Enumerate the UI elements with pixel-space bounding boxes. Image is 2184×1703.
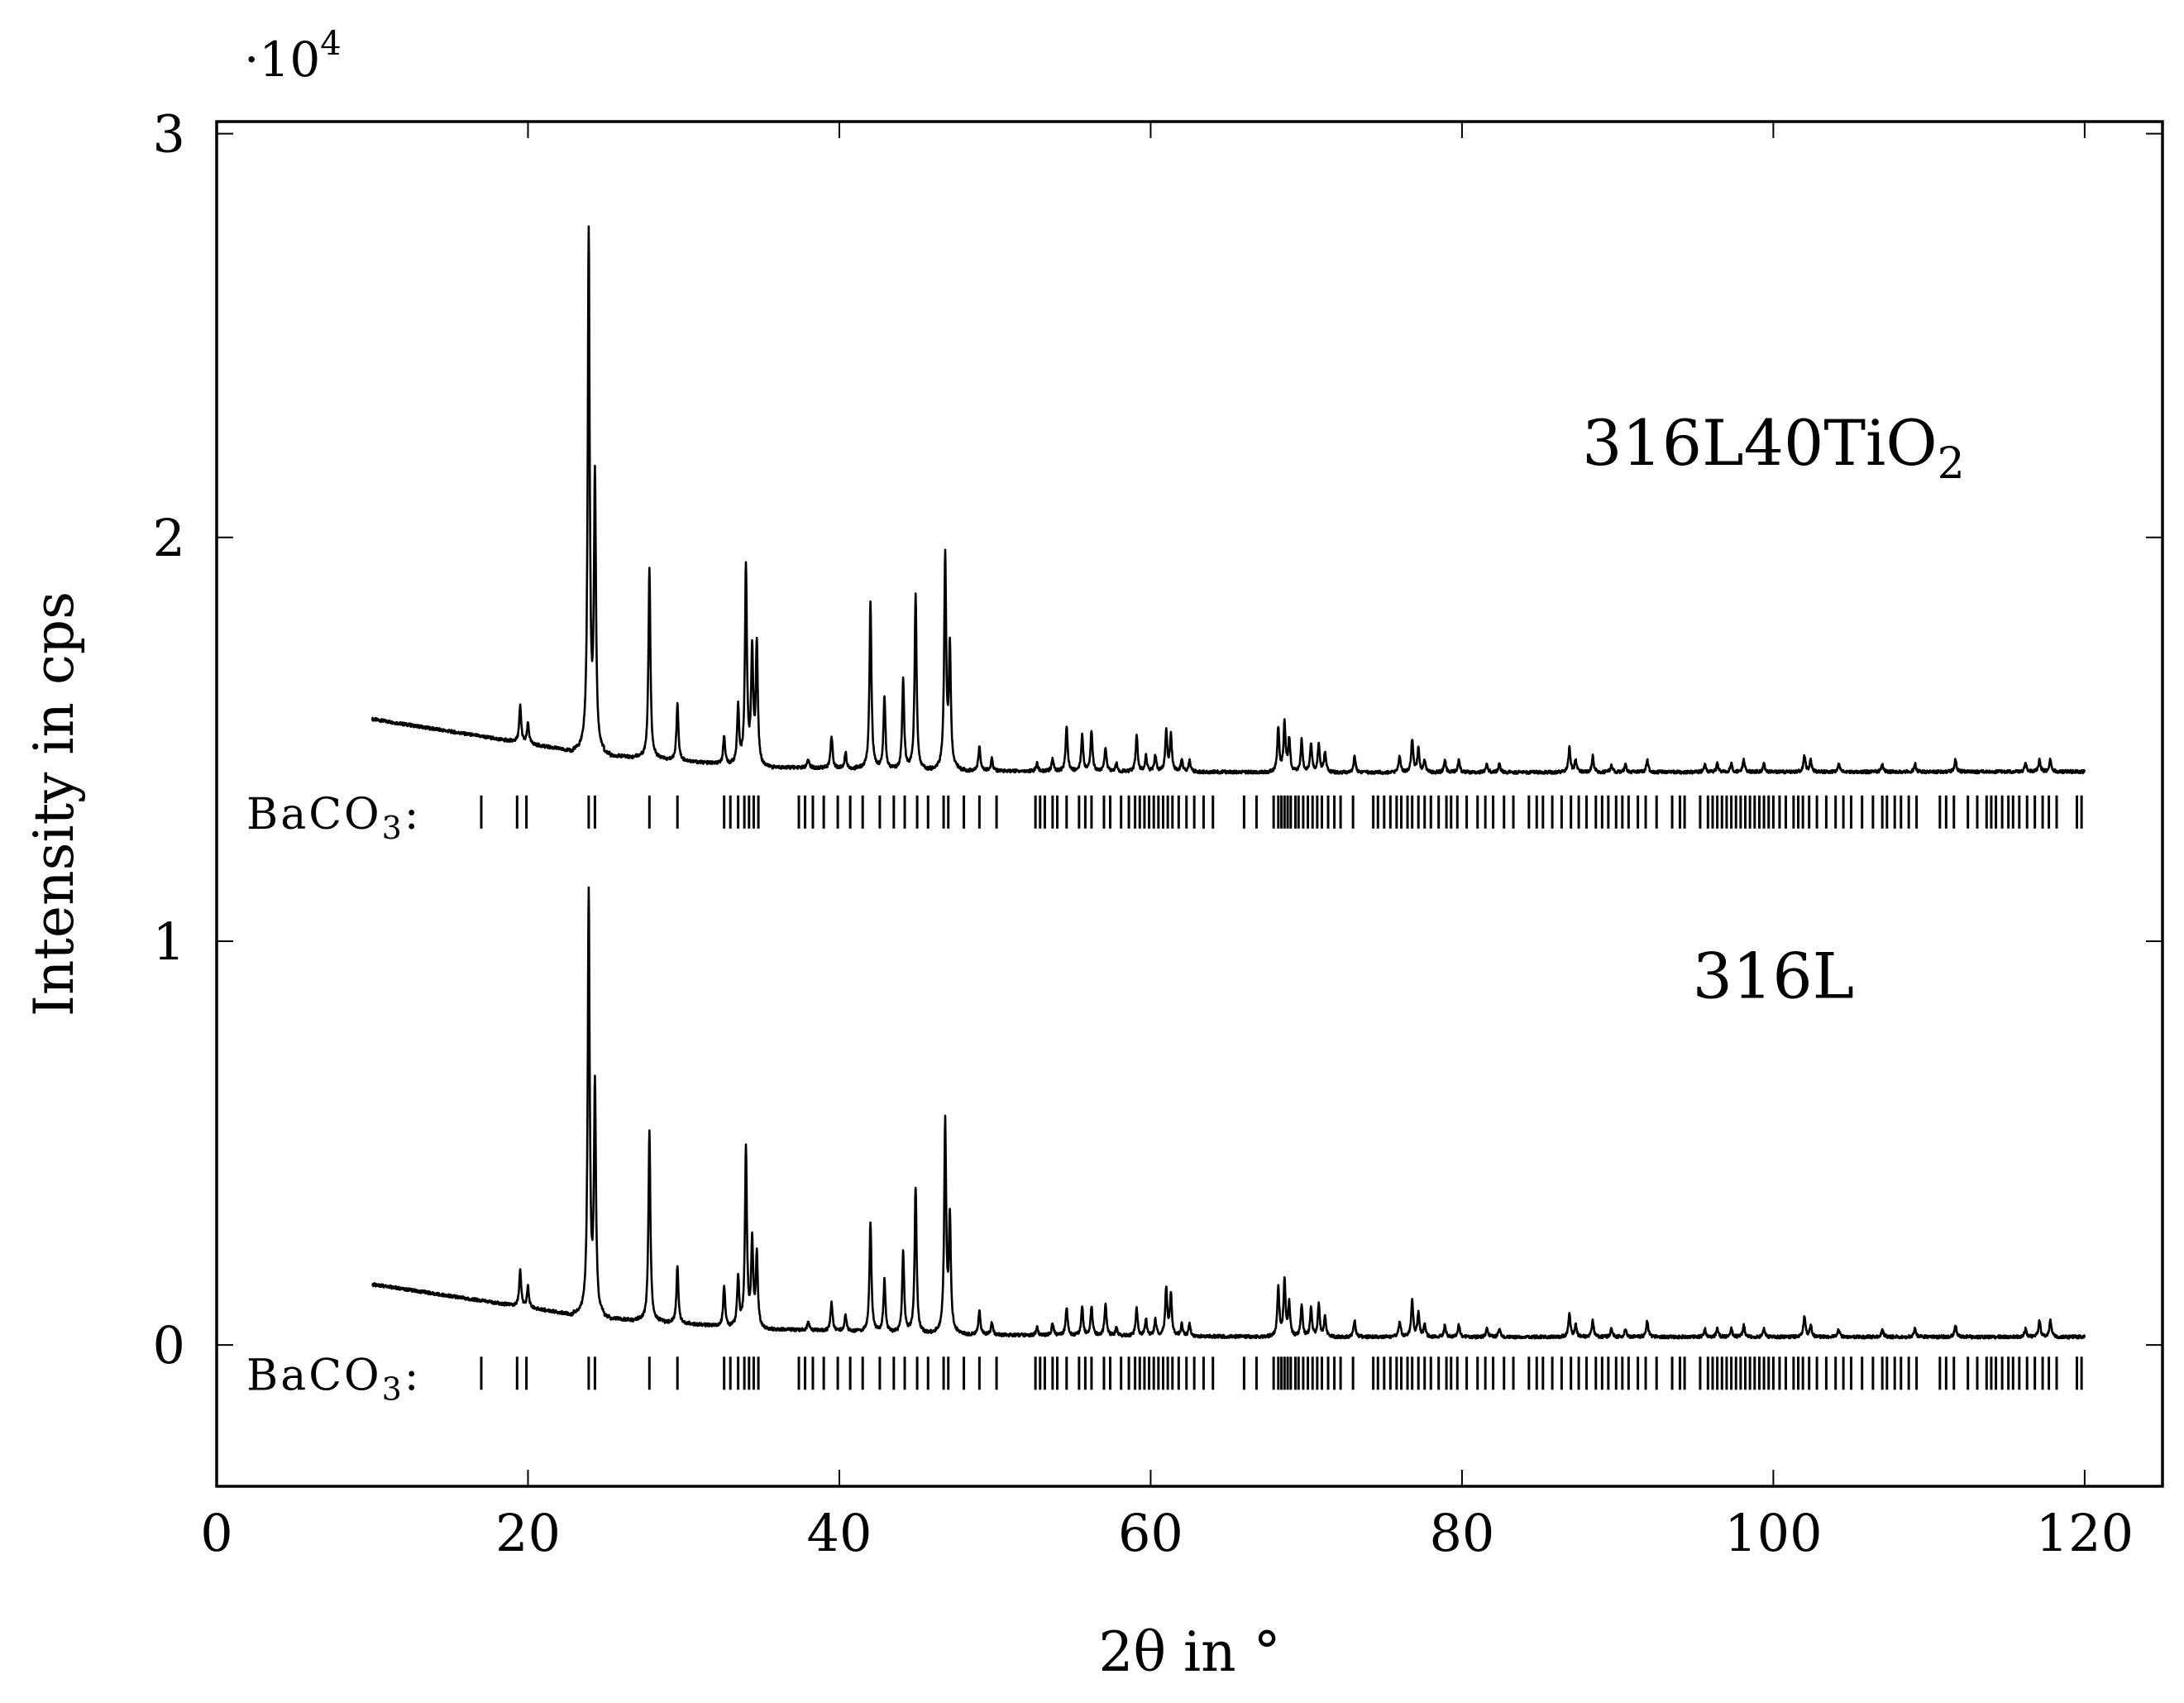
y-tick-label: 1 bbox=[153, 911, 185, 972]
series-label: 316L40TiO2 bbox=[1582, 406, 1965, 489]
y-tick-label: 0 bbox=[153, 1315, 185, 1375]
series-line-316l40tio2 bbox=[370, 225, 2086, 776]
y-scale-factor: ·104 bbox=[244, 25, 342, 88]
x-tick-label: 20 bbox=[495, 1503, 561, 1563]
y-tick-label: 3 bbox=[153, 104, 185, 165]
x-axis-label: 2θ in ° bbox=[1098, 1620, 1280, 1684]
series-label: 316L bbox=[1693, 939, 1855, 1012]
y-axis-label: Intensity in cps bbox=[22, 591, 86, 1017]
series-line-316l bbox=[371, 886, 2086, 1340]
x-tick-label: 0 bbox=[200, 1503, 232, 1563]
x-tick-label: 80 bbox=[1429, 1503, 1494, 1563]
y-tick-label: 2 bbox=[153, 508, 185, 568]
reference-phase-label: BaCO3: bbox=[246, 1351, 421, 1407]
x-tick-label: 120 bbox=[2036, 1503, 2134, 1563]
reference-phase-label: BaCO3: bbox=[246, 790, 421, 846]
plot-area: 0 20 40 60 80 100 120 0 1 2 3 316L40TiO2 316L BaCO3: B… bbox=[153, 104, 2164, 1563]
plot-frame bbox=[215, 120, 2164, 1488]
x-tick-label: 60 bbox=[1118, 1503, 1183, 1563]
x-tick-label: 100 bbox=[1724, 1503, 1822, 1563]
x-tick-label: 40 bbox=[807, 1503, 872, 1563]
